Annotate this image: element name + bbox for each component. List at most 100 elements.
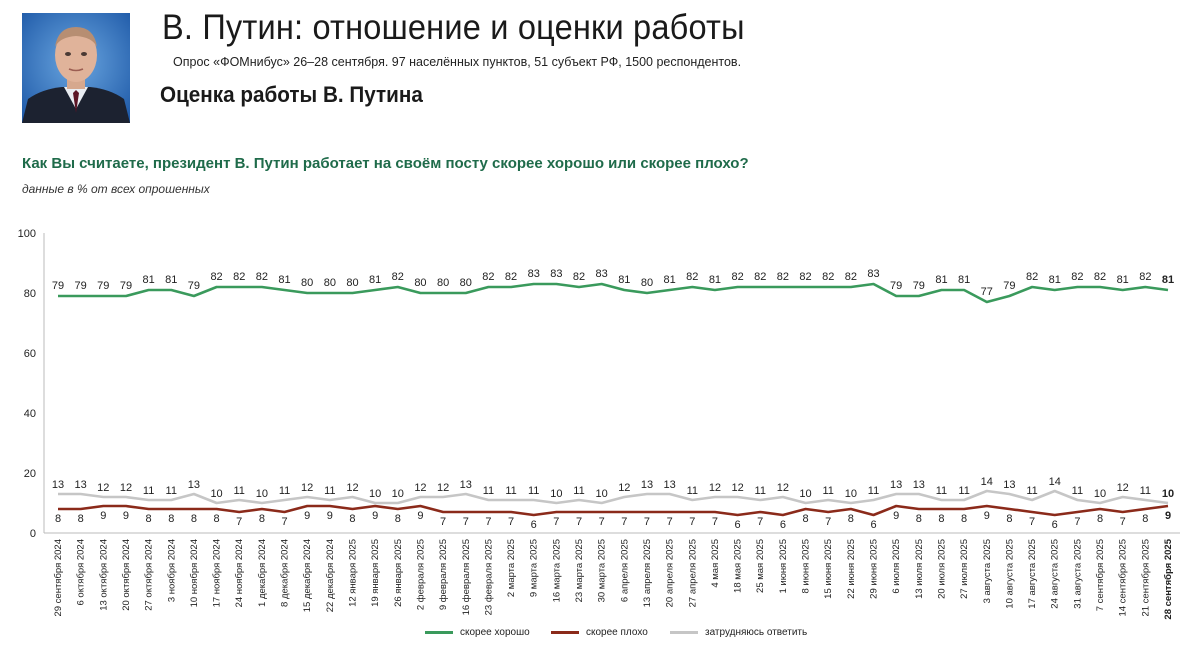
data-label: 11 (324, 485, 335, 497)
data-label: 8 (55, 513, 61, 525)
data-label: 8 (1142, 513, 1148, 525)
data-label: 8 (916, 513, 922, 525)
data-label: 8 (938, 513, 944, 525)
data-label: 8 (1097, 513, 1103, 525)
data-label: 10 (369, 488, 381, 500)
data-label: 7 (689, 516, 695, 528)
x-tick-label: 14 сентября 2025 (1118, 539, 1129, 617)
data-label: 11 (958, 485, 969, 497)
data-label: 81 (1049, 274, 1061, 286)
data-label: 12 (731, 482, 743, 494)
data-note: данные в % от всех опрошенных (22, 182, 210, 196)
data-label: 7 (599, 516, 605, 528)
data-label: 77 (981, 286, 993, 298)
data-label: 8 (395, 513, 401, 525)
y-tick-label: 80 (24, 288, 36, 300)
x-tick-label: 3 августа 2025 (982, 539, 993, 603)
x-tick-label: 9 февраля 2025 (438, 539, 449, 610)
data-label: 7 (1120, 516, 1126, 528)
legend-label-unsure: затрудняюсь ответить (705, 627, 808, 638)
data-label: 13 (641, 479, 653, 491)
data-label: 10 (210, 488, 222, 500)
data-label: 80 (641, 277, 653, 289)
data-label: 82 (731, 271, 743, 283)
x-tick-label: 6 октября 2024 (76, 539, 87, 606)
x-tick-label: 24 августа 2025 (1050, 539, 1061, 609)
data-label: 10 (1162, 488, 1174, 500)
data-label: 11 (528, 485, 539, 497)
x-tick-label: 19 января 2025 (370, 539, 381, 607)
x-tick-label: 16 февраля 2025 (461, 539, 472, 615)
data-label: 9 (1165, 510, 1171, 522)
data-label: 82 (233, 271, 245, 283)
y-tick-label: 20 (24, 468, 36, 480)
data-label: 79 (52, 280, 64, 292)
data-label: 81 (1117, 274, 1129, 286)
data-label: 80 (460, 277, 472, 289)
x-axis-ticks: 29 сентября 2024 6 октября 2024 13 октября… (53, 538, 1174, 619)
data-label: 13 (890, 479, 902, 491)
data-label: 82 (1139, 271, 1151, 283)
data-label: 81 (935, 274, 947, 286)
x-tick-label: 2 февраля 2025 (415, 539, 426, 610)
data-label: 81 (278, 274, 290, 286)
legend-label-good: скорее хорошо (460, 627, 530, 638)
data-label: 11 (936, 485, 947, 497)
x-tick-label: 13 апреля 2025 (642, 539, 653, 607)
data-label: 11 (483, 485, 494, 497)
x-tick-label: 29 июня 2025 (869, 539, 880, 599)
x-tick-label: 10 августа 2025 (1004, 539, 1015, 609)
data-label: 82 (392, 271, 404, 283)
series-line-1 (58, 504, 1169, 517)
data-label: 82 (482, 271, 494, 283)
data-label: 12 (120, 482, 132, 494)
x-tick-label: 23 февраля 2025 (483, 539, 494, 615)
data-label: 9 (372, 510, 378, 522)
x-tick-label: 28 сентября 2025 (1163, 538, 1174, 619)
x-tick-label: 12 января 2025 (347, 539, 358, 607)
data-label: 8 (214, 513, 220, 525)
data-label: 8 (961, 513, 967, 525)
data-label: 8 (802, 513, 808, 525)
data-label: 11 (868, 485, 879, 497)
x-tick-label: 27 июля 2025 (959, 539, 970, 599)
data-label: 8 (168, 513, 174, 525)
data-label: 12 (301, 482, 313, 494)
data-label: 81 (958, 274, 970, 286)
data-label: 83 (550, 268, 562, 280)
data-label: 8 (259, 513, 265, 525)
series-line-2 (58, 489, 1169, 505)
data-label: 6 (735, 519, 741, 531)
x-tick-label: 9 марта 2025 (529, 539, 540, 597)
page-title: В. Путин: отношение и оценки работы (162, 8, 745, 47)
x-tick-label: 15 декабря 2024 (302, 539, 313, 612)
data-label: 11 (166, 485, 177, 497)
x-tick-label: 25 мая 2025 (755, 539, 766, 593)
x-tick-label: 20 октября 2024 (121, 539, 132, 611)
data-label: 11 (143, 485, 154, 497)
data-label: 9 (304, 510, 310, 522)
data-label: 81 (664, 274, 676, 286)
legend-item-good: скорее хорошо (425, 627, 530, 638)
data-label: 10 (596, 488, 608, 500)
x-tick-label: 8 июня 2025 (801, 539, 812, 594)
data-label: 10 (392, 488, 404, 500)
x-tick-label: 29 сентября 2024 (53, 539, 64, 617)
x-tick-label: 20 апреля 2025 (665, 539, 676, 607)
putin-portrait (22, 13, 130, 123)
data-label: 6 (531, 519, 537, 531)
data-label: 10 (845, 488, 857, 500)
legend-swatch-good (425, 631, 453, 634)
x-tick-label: 27 апреля 2025 (687, 539, 698, 607)
data-label: 12 (777, 482, 789, 494)
x-tick-label: 3 ноября 2024 (166, 539, 177, 602)
data-label: 11 (1072, 485, 1083, 497)
chart-axes: 0 20 40 60 80 100 (18, 228, 1180, 540)
data-label: 82 (1026, 271, 1038, 283)
data-label: 13 (664, 479, 676, 491)
data-label: 80 (324, 277, 336, 289)
data-label: 80 (437, 277, 449, 289)
data-label: 82 (845, 271, 857, 283)
data-label: 11 (822, 485, 833, 497)
